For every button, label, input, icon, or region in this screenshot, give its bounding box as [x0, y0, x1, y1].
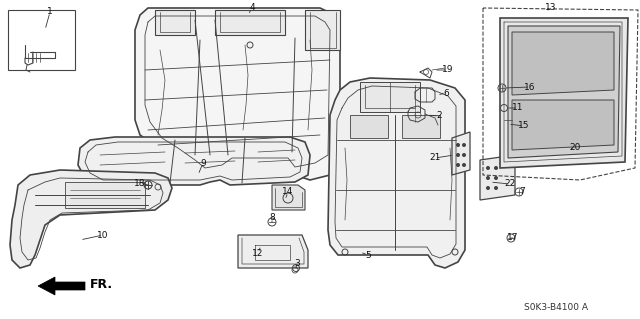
Polygon shape [8, 10, 75, 70]
Text: 20: 20 [570, 144, 580, 152]
Text: 10: 10 [97, 231, 109, 240]
Text: 22: 22 [504, 180, 516, 189]
Text: 18: 18 [134, 179, 146, 188]
Text: 4: 4 [249, 4, 255, 12]
Circle shape [495, 176, 497, 180]
Text: 12: 12 [252, 249, 264, 257]
Text: 16: 16 [524, 83, 536, 92]
Polygon shape [402, 115, 440, 138]
Polygon shape [305, 10, 340, 50]
Text: 8: 8 [269, 213, 275, 222]
Circle shape [486, 176, 490, 180]
Text: 3: 3 [294, 258, 300, 268]
Circle shape [463, 144, 465, 146]
Circle shape [456, 164, 460, 167]
Polygon shape [508, 26, 620, 158]
Polygon shape [328, 78, 465, 268]
Text: 21: 21 [429, 153, 441, 162]
Polygon shape [135, 8, 340, 180]
Text: FR.: FR. [90, 278, 113, 292]
Polygon shape [350, 115, 388, 138]
Text: 2: 2 [436, 112, 442, 121]
Text: 13: 13 [545, 4, 557, 12]
Polygon shape [452, 132, 470, 175]
Text: 5: 5 [365, 250, 371, 259]
Circle shape [456, 144, 460, 146]
Text: 9: 9 [200, 159, 206, 167]
Polygon shape [512, 32, 614, 95]
Text: S0K3-B4100 A: S0K3-B4100 A [524, 303, 588, 313]
Circle shape [463, 164, 465, 167]
Text: 11: 11 [512, 103, 524, 113]
Text: 19: 19 [442, 65, 454, 75]
Polygon shape [272, 185, 305, 210]
Polygon shape [512, 100, 614, 150]
Polygon shape [500, 18, 628, 168]
Polygon shape [78, 137, 310, 185]
Circle shape [495, 167, 497, 169]
Circle shape [463, 153, 465, 157]
Text: 14: 14 [282, 188, 294, 197]
Circle shape [486, 167, 490, 169]
Text: 17: 17 [508, 234, 519, 242]
Circle shape [456, 153, 460, 157]
Polygon shape [360, 82, 420, 112]
Polygon shape [155, 10, 195, 35]
Polygon shape [10, 170, 172, 268]
Polygon shape [480, 155, 515, 200]
Polygon shape [238, 235, 308, 268]
Text: 6: 6 [443, 88, 449, 98]
Polygon shape [38, 277, 85, 295]
Polygon shape [65, 182, 145, 208]
Circle shape [486, 187, 490, 189]
Text: 15: 15 [518, 122, 530, 130]
Circle shape [495, 187, 497, 189]
Text: 7: 7 [519, 188, 525, 197]
Text: 1: 1 [47, 8, 53, 17]
Polygon shape [215, 10, 285, 35]
